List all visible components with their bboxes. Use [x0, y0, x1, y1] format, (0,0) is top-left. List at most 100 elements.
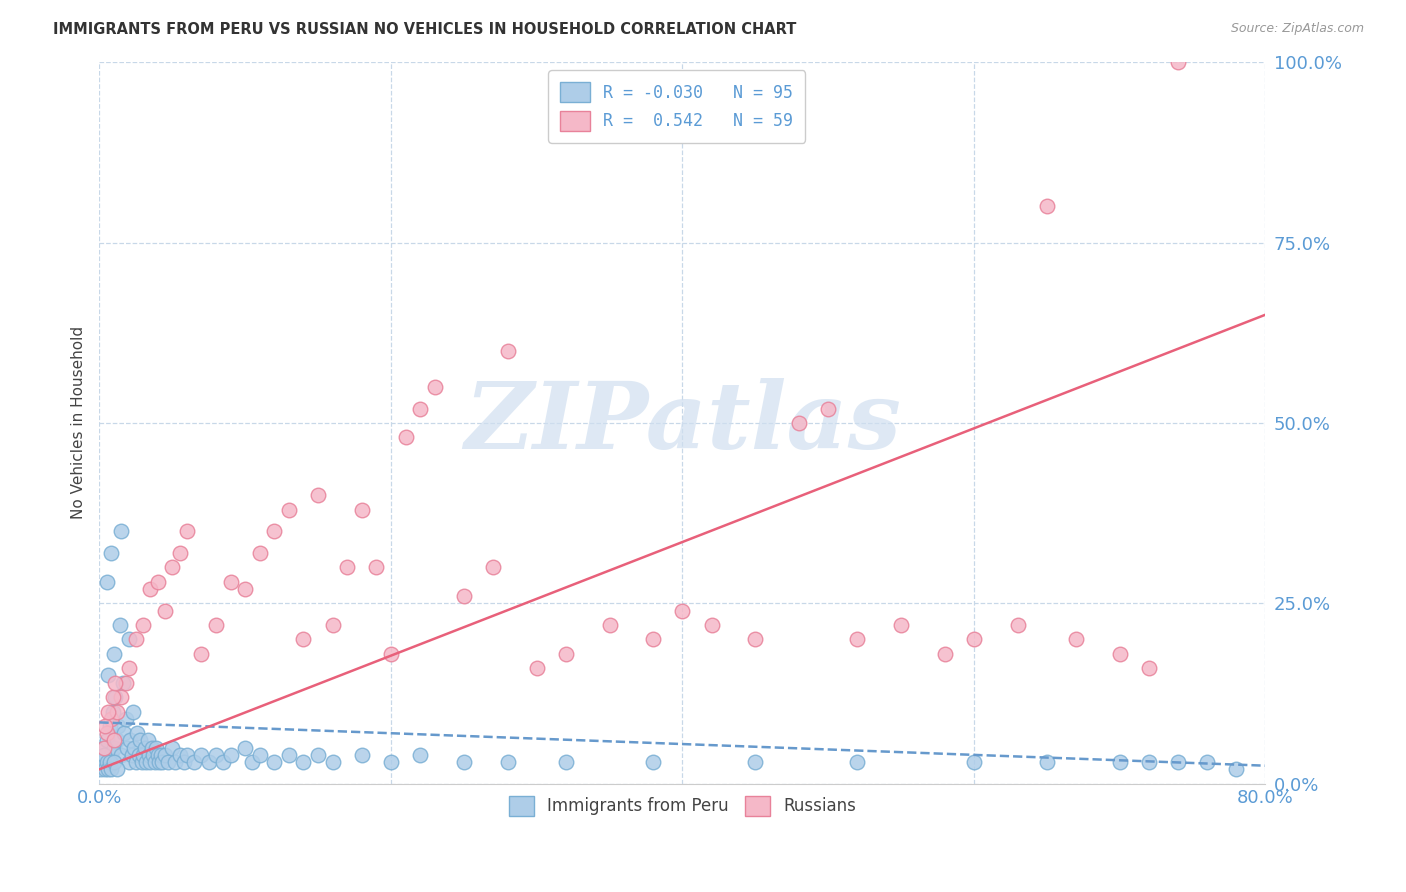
Point	[93, 747, 115, 762]
Point	[173, 755, 195, 769]
Point	[599, 618, 621, 632]
Point	[121, 747, 143, 762]
Point	[105, 733, 128, 747]
Point	[307, 747, 329, 762]
Point	[132, 747, 155, 762]
Point	[96, 574, 118, 589]
Point	[94, 762, 117, 776]
Point	[97, 668, 120, 682]
Point	[101, 690, 124, 705]
Point	[212, 755, 235, 769]
Point	[380, 647, 402, 661]
Point	[350, 502, 373, 516]
Point	[846, 632, 869, 647]
Point	[169, 546, 191, 560]
Point	[787, 416, 810, 430]
Point	[1036, 199, 1059, 213]
Point	[176, 747, 198, 762]
Point	[336, 560, 359, 574]
Point	[143, 755, 166, 769]
Point	[482, 560, 505, 574]
Point	[1064, 632, 1087, 647]
Point	[744, 755, 766, 769]
Point	[197, 755, 219, 769]
Point	[96, 726, 118, 740]
Point	[671, 603, 693, 617]
Point	[97, 755, 120, 769]
Point	[1167, 755, 1189, 769]
Point	[110, 524, 132, 538]
Point	[1108, 647, 1130, 661]
Point	[350, 747, 373, 762]
Point	[94, 719, 117, 733]
Point	[132, 618, 155, 632]
Point	[145, 740, 167, 755]
Point	[643, 632, 665, 647]
Point	[104, 675, 127, 690]
Point	[149, 747, 172, 762]
Point	[277, 747, 299, 762]
Point	[115, 740, 138, 755]
Point	[153, 747, 176, 762]
Point	[409, 747, 432, 762]
Point	[100, 747, 122, 762]
Point	[100, 712, 122, 726]
Point	[380, 755, 402, 769]
Point	[846, 755, 869, 769]
Point	[169, 747, 191, 762]
Point	[128, 747, 150, 762]
Point	[138, 747, 160, 762]
Point	[100, 546, 122, 560]
Point	[183, 755, 205, 769]
Point	[205, 747, 228, 762]
Point	[496, 755, 519, 769]
Point	[165, 755, 187, 769]
Point	[322, 618, 344, 632]
Text: ZIPatlas: ZIPatlas	[464, 378, 901, 468]
Point	[110, 690, 132, 705]
Point	[103, 647, 125, 661]
Point	[205, 618, 228, 632]
Point	[105, 705, 128, 719]
Point	[394, 430, 416, 444]
Point	[817, 401, 839, 416]
Point	[190, 647, 212, 661]
Point	[453, 755, 475, 769]
Point	[110, 747, 132, 762]
Text: IMMIGRANTS FROM PERU VS RUSSIAN NO VEHICLES IN HOUSEHOLD CORRELATION CHART: IMMIGRANTS FROM PERU VS RUSSIAN NO VEHIC…	[53, 22, 797, 37]
Point	[93, 740, 115, 755]
Legend: Immigrants from Peru, Russians: Immigrants from Peru, Russians	[499, 786, 866, 826]
Point	[135, 755, 157, 769]
Point	[94, 747, 117, 762]
Point	[219, 747, 242, 762]
Point	[107, 719, 129, 733]
Point	[127, 726, 149, 740]
Point	[91, 755, 114, 769]
Text: Source: ZipAtlas.com: Source: ZipAtlas.com	[1230, 22, 1364, 36]
Point	[176, 524, 198, 538]
Point	[554, 755, 576, 769]
Point	[139, 755, 162, 769]
Point	[134, 740, 156, 755]
Point	[934, 647, 956, 661]
Point	[409, 401, 432, 416]
Point	[96, 733, 118, 747]
Point	[146, 574, 169, 589]
Point	[219, 574, 242, 589]
Point	[643, 755, 665, 769]
Point	[153, 603, 176, 617]
Point	[139, 582, 162, 596]
Point	[423, 380, 446, 394]
Point	[129, 733, 152, 747]
Point	[156, 755, 179, 769]
Point	[104, 690, 127, 705]
Point	[453, 589, 475, 603]
Point	[103, 733, 125, 747]
Point	[112, 726, 135, 740]
Point	[249, 747, 271, 762]
Point	[98, 719, 121, 733]
Point	[91, 755, 114, 769]
Point	[277, 502, 299, 516]
Point	[97, 705, 120, 719]
Point	[242, 755, 264, 769]
